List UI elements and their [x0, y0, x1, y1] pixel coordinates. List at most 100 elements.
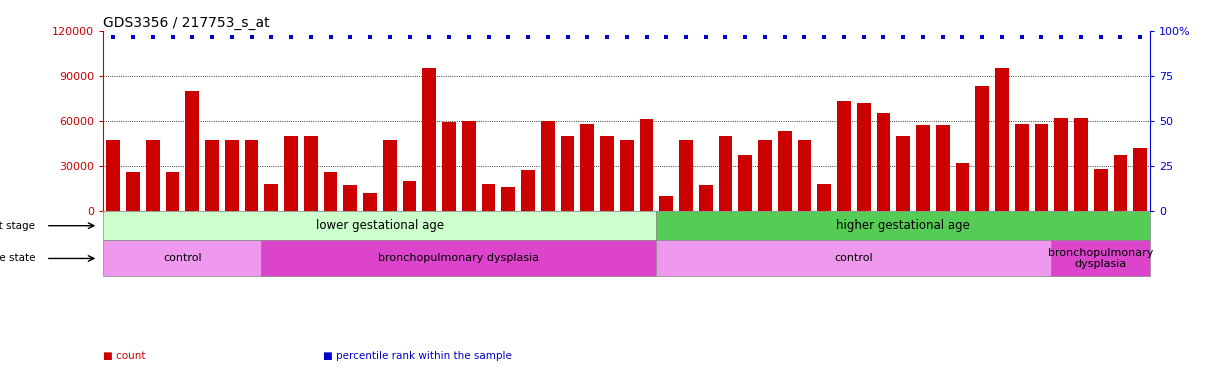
- Bar: [343, 185, 358, 211]
- Bar: [600, 136, 613, 211]
- Point: [1131, 34, 1150, 40]
- Bar: [1114, 156, 1127, 211]
- Point: [360, 34, 380, 40]
- Bar: [1054, 118, 1069, 211]
- Bar: [758, 141, 772, 211]
- Point: [321, 34, 341, 40]
- Point: [972, 34, 992, 40]
- Bar: [225, 141, 239, 211]
- Text: higher gestational age: higher gestational age: [836, 219, 970, 232]
- Bar: [699, 185, 713, 211]
- Bar: [284, 136, 298, 211]
- Point: [814, 34, 834, 40]
- Bar: [127, 172, 140, 211]
- Point: [795, 34, 814, 40]
- Text: ■ count: ■ count: [103, 351, 146, 361]
- Bar: [383, 141, 397, 211]
- Point: [893, 34, 913, 40]
- Text: bronchopulmonary
dysplasia: bronchopulmonary dysplasia: [1048, 248, 1154, 269]
- Bar: [146, 141, 159, 211]
- Point: [854, 34, 874, 40]
- Point: [1071, 34, 1090, 40]
- Point: [913, 34, 932, 40]
- Point: [103, 34, 123, 40]
- Bar: [896, 136, 910, 211]
- Point: [1013, 34, 1032, 40]
- Bar: [936, 125, 949, 211]
- Bar: [103, 240, 262, 276]
- Point: [992, 34, 1011, 40]
- Point: [598, 34, 617, 40]
- Point: [1051, 34, 1071, 40]
- Bar: [718, 136, 733, 211]
- Point: [221, 34, 241, 40]
- Bar: [304, 136, 318, 211]
- Point: [578, 34, 598, 40]
- Bar: [1094, 169, 1107, 211]
- Bar: [837, 101, 851, 211]
- Bar: [975, 86, 989, 211]
- Point: [1032, 34, 1051, 40]
- Point: [499, 34, 518, 40]
- Point: [183, 34, 202, 40]
- Point: [518, 34, 538, 40]
- Bar: [1075, 118, 1088, 211]
- Point: [341, 34, 360, 40]
- Bar: [1034, 124, 1048, 211]
- Bar: [561, 136, 574, 211]
- Point: [459, 34, 478, 40]
- Bar: [797, 141, 812, 211]
- Point: [696, 34, 716, 40]
- Point: [123, 34, 142, 40]
- Text: lower gestational age: lower gestational age: [316, 219, 444, 232]
- Bar: [245, 141, 258, 211]
- Point: [439, 34, 459, 40]
- Bar: [619, 141, 634, 211]
- Point: [1090, 34, 1110, 40]
- Bar: [1051, 240, 1150, 276]
- Bar: [996, 68, 1009, 211]
- Bar: [540, 121, 555, 211]
- Point: [202, 34, 221, 40]
- Point: [557, 34, 577, 40]
- Point: [953, 34, 972, 40]
- Point: [380, 34, 399, 40]
- Bar: [206, 141, 219, 211]
- Text: ■ percentile rank within the sample: ■ percentile rank within the sample: [323, 351, 511, 361]
- Bar: [462, 121, 476, 211]
- Point: [281, 34, 301, 40]
- Bar: [106, 141, 120, 211]
- Text: disease state: disease state: [0, 253, 35, 263]
- Bar: [818, 184, 831, 211]
- Point: [756, 34, 775, 40]
- Point: [677, 34, 696, 40]
- Bar: [1015, 124, 1028, 211]
- Point: [242, 34, 262, 40]
- Text: control: control: [835, 253, 873, 263]
- Bar: [103, 211, 656, 240]
- Bar: [264, 184, 279, 211]
- Bar: [656, 211, 1150, 240]
- Bar: [422, 68, 436, 211]
- Bar: [403, 181, 416, 211]
- Point: [163, 34, 183, 40]
- Bar: [656, 240, 1051, 276]
- Point: [478, 34, 498, 40]
- Point: [834, 34, 853, 40]
- Point: [262, 34, 281, 40]
- Text: development stage: development stage: [0, 221, 35, 231]
- Text: bronchopulmonary dysplasia: bronchopulmonary dysplasia: [378, 253, 539, 263]
- Bar: [581, 124, 594, 211]
- Point: [420, 34, 439, 40]
- Point: [933, 34, 953, 40]
- Bar: [262, 240, 656, 276]
- Point: [144, 34, 163, 40]
- Point: [636, 34, 656, 40]
- Bar: [501, 187, 515, 211]
- Bar: [324, 172, 337, 211]
- Bar: [363, 193, 377, 211]
- Point: [775, 34, 795, 40]
- Bar: [739, 156, 752, 211]
- Point: [1111, 34, 1131, 40]
- Bar: [778, 131, 791, 211]
